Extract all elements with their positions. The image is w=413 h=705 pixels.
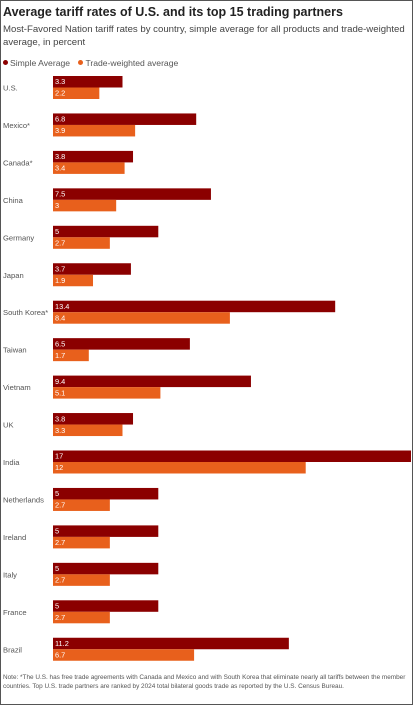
data-label-simple: 9.4	[55, 377, 65, 386]
bar-trade	[53, 349, 89, 362]
data-label-simple: 5	[55, 227, 59, 236]
data-label-trade: 6.7	[55, 650, 65, 659]
bar-trade	[53, 124, 136, 137]
category-label: South Korea*	[3, 308, 48, 317]
data-label-trade: 2.7	[55, 501, 65, 510]
bar-simple	[53, 562, 159, 575]
chart-title: Average tariff rates of U.S. and its top…	[3, 5, 343, 19]
data-label-simple: 11.2	[55, 639, 69, 648]
data-label-simple: 5	[55, 527, 59, 536]
bar-trade	[53, 199, 117, 212]
bar-simple	[53, 225, 159, 238]
bar-trade	[53, 574, 110, 586]
data-label-simple: 7.5	[55, 190, 65, 199]
data-label-trade: 3.3	[55, 426, 65, 435]
bar-trade	[53, 424, 123, 437]
legend-label-trade: Trade-weighted average	[85, 57, 179, 68]
data-label-trade: 3	[55, 201, 59, 210]
chart-subtitle: Most-Favored Nation tariff rates by coun…	[3, 24, 405, 48]
bar-trade	[53, 312, 230, 324]
bar-simple	[53, 375, 251, 388]
data-label-trade: 2.7	[55, 538, 65, 547]
legend: Simple Average Trade-weighted average	[3, 57, 184, 68]
bar-simple	[53, 487, 159, 500]
bar-trade	[53, 536, 110, 549]
data-label-trade: 3.4	[55, 164, 65, 173]
category-label: Mexico*	[3, 121, 30, 130]
data-label-trade: 12	[55, 463, 63, 472]
bar-simple	[53, 338, 190, 350]
bar-trade	[53, 499, 110, 511]
bar-simple	[53, 76, 123, 88]
bar-simple	[53, 450, 411, 462]
legend-swatch-trade	[78, 60, 84, 65]
category-label: France	[3, 608, 27, 617]
bar-trade	[53, 162, 125, 174]
category-label: U.S.	[3, 84, 18, 93]
bar-simple	[53, 150, 134, 163]
category-label: China	[3, 196, 24, 205]
category-label: Canada*	[3, 158, 33, 167]
bar-simple	[53, 300, 336, 313]
legend-label-simple: Simple Average	[10, 57, 71, 68]
bar-trade	[53, 274, 94, 287]
bar-trade	[53, 237, 110, 249]
bar-trade	[53, 87, 100, 99]
bar-simple	[53, 525, 159, 537]
data-label-simple: 5	[55, 564, 59, 573]
data-label-simple: 6.8	[55, 115, 65, 124]
data-label-trade: 2.7	[55, 613, 65, 622]
legend-swatch-simple	[3, 60, 8, 65]
category-label: India	[3, 458, 20, 467]
data-label-trade: 3.9	[55, 126, 65, 135]
category-label: Vietnam	[3, 383, 31, 392]
bar-trade	[53, 649, 195, 661]
chart-note: Note: *The U.S. has free trade agreement…	[3, 674, 406, 690]
category-label: Italy	[3, 570, 17, 579]
category-label: Germany	[3, 233, 34, 242]
data-label-simple: 3.3	[55, 77, 65, 86]
bar-simple	[53, 413, 134, 425]
data-label-simple: 5	[55, 602, 59, 611]
data-label-simple: 3.8	[55, 152, 65, 161]
category-label: Netherlands	[3, 495, 44, 504]
category-label: Japan	[3, 271, 24, 280]
category-label: Brazil	[3, 645, 22, 654]
legend-item-simple: Simple Average	[3, 58, 70, 68]
data-label-trade: 2.7	[55, 576, 65, 585]
data-label-simple: 17	[55, 452, 63, 461]
bar-trade	[53, 611, 110, 624]
bar-simple	[53, 600, 159, 612]
data-label-simple: 3.7	[55, 264, 65, 273]
data-label-trade: 2.7	[55, 239, 65, 248]
category-label: Taiwan	[3, 346, 27, 355]
data-label-simple: 5	[55, 489, 59, 498]
data-label-trade: 8.4	[55, 313, 65, 322]
bar-trade	[53, 387, 161, 399]
data-label-simple: 13.4	[55, 302, 69, 311]
category-label: Ireland	[3, 533, 26, 542]
data-label-simple: 3.8	[55, 414, 65, 423]
data-label-trade: 5.1	[55, 388, 65, 397]
data-label-trade: 2.2	[55, 89, 65, 98]
bar-simple	[53, 113, 197, 125]
legend-item-trade: Trade-weighted average	[78, 58, 178, 68]
category-label: UK	[3, 421, 14, 430]
bar-trade	[53, 462, 306, 474]
bar-simple	[53, 188, 211, 200]
data-label-simple: 6.5	[55, 339, 65, 348]
bar-simple	[53, 263, 131, 275]
bar-simple	[53, 637, 289, 650]
data-label-trade: 1.9	[55, 276, 65, 285]
data-label-trade: 1.7	[55, 351, 65, 360]
